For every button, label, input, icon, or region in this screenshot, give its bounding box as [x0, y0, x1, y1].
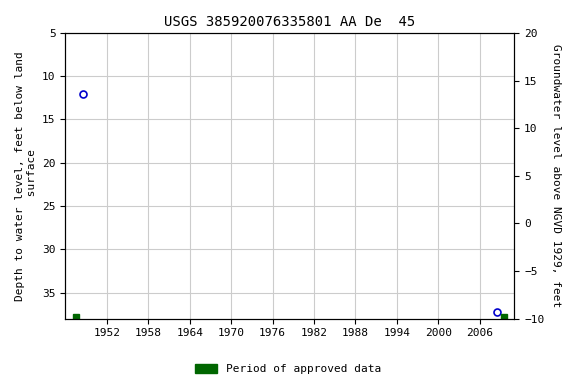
Y-axis label: Depth to water level, feet below land
 surface: Depth to water level, feet below land su… — [15, 51, 37, 301]
Legend: Period of approved data: Period of approved data — [191, 359, 385, 379]
Y-axis label: Groundwater level above NGVD 1929, feet: Groundwater level above NGVD 1929, feet — [551, 44, 561, 307]
Title: USGS 385920076335801 AA De  45: USGS 385920076335801 AA De 45 — [164, 15, 415, 29]
